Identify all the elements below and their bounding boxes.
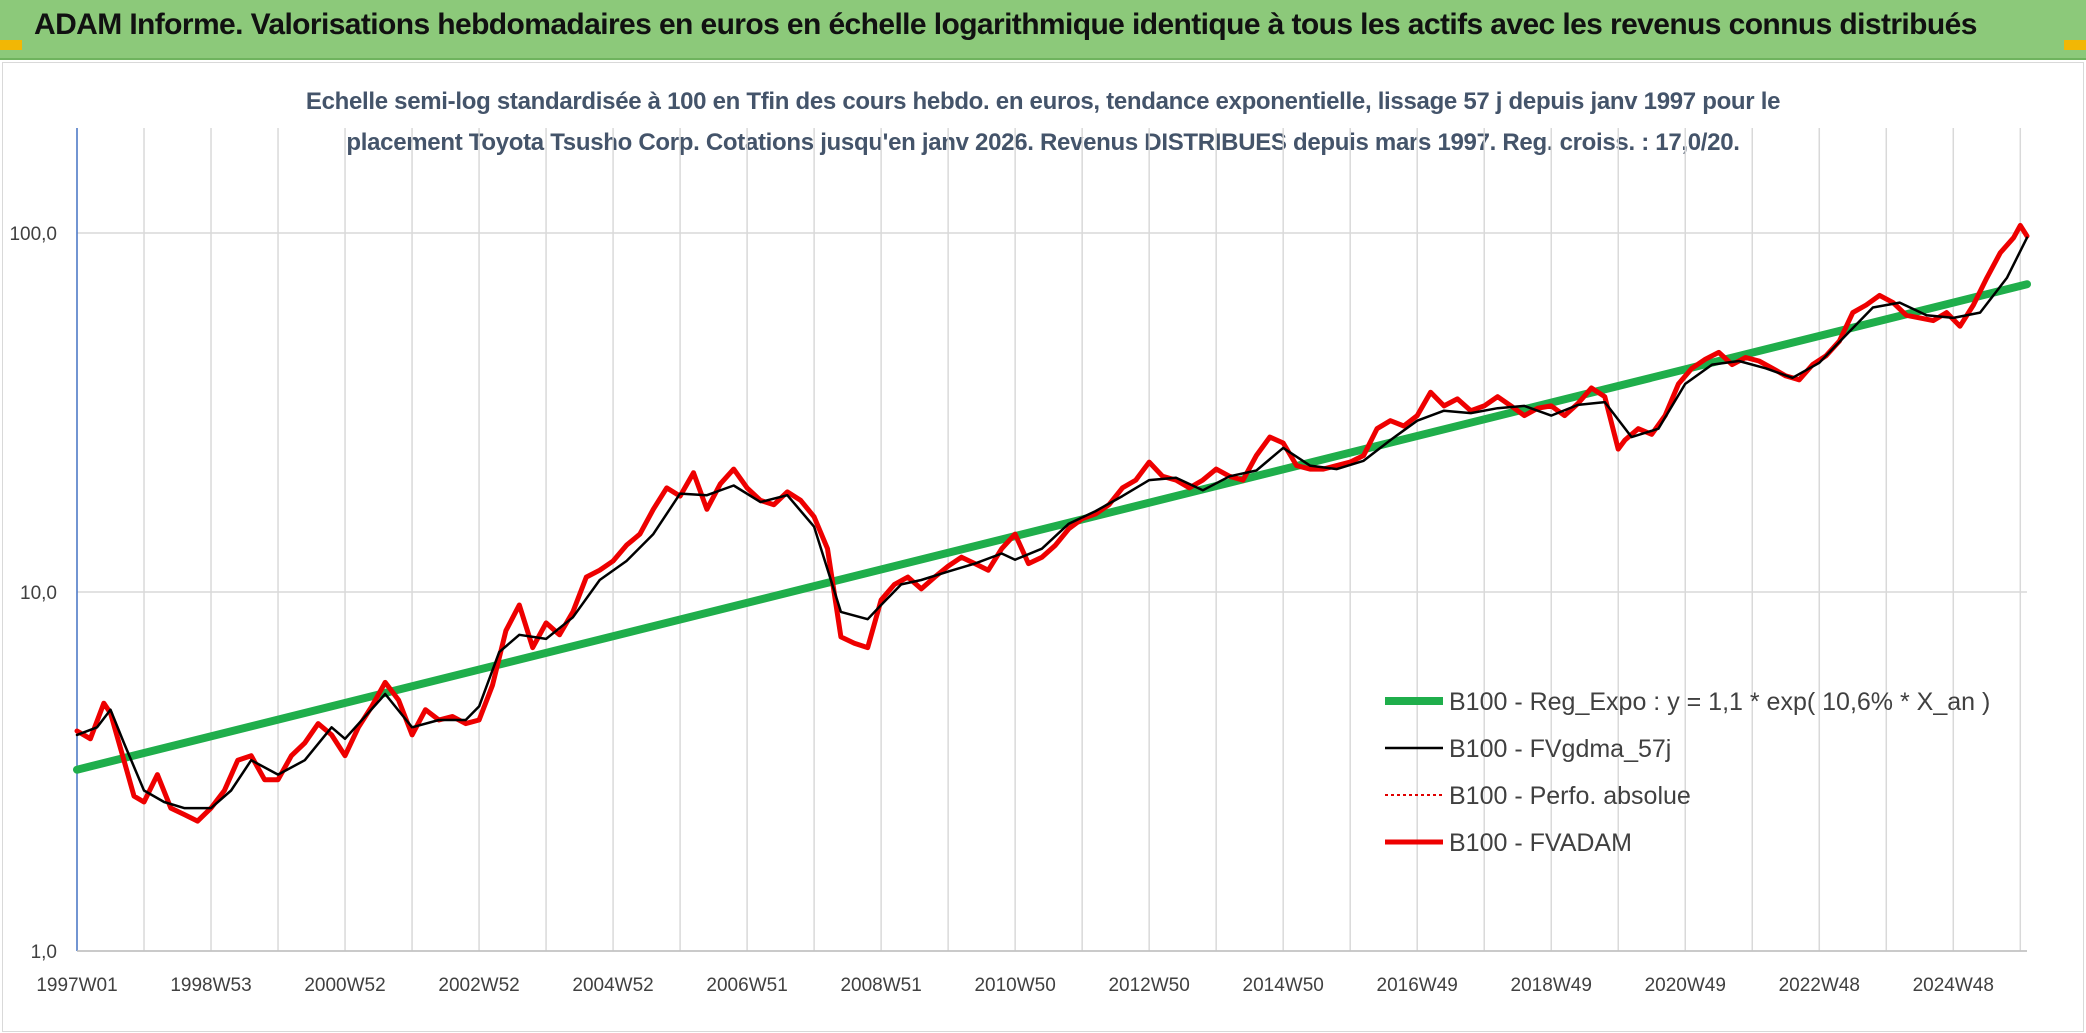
x-tick-label: 2018W49 bbox=[1511, 975, 1592, 996]
series-line-thick-red bbox=[74, 222, 2030, 824]
series-line-thin-black bbox=[75, 236, 2029, 810]
chart-subtitle-line-2: placement Toyota Tsusho Corp. Cotations … bbox=[346, 129, 1740, 156]
x-tick-label: 1998W53 bbox=[170, 975, 251, 996]
corner-marker-left bbox=[0, 40, 22, 50]
x-tick-label: 2006W51 bbox=[706, 975, 787, 996]
chart-legend: B100 - Reg_Expo : y = 1,1 * exp( 10,6% *… bbox=[1385, 688, 1990, 857]
x-tick-label: 2020W49 bbox=[1645, 975, 1726, 996]
series-line-thick-green bbox=[73, 280, 2031, 774]
y-tick-label: 100,0 bbox=[9, 224, 57, 245]
x-tick-label: 2012W50 bbox=[1108, 975, 1189, 996]
x-tick-label: 2016W49 bbox=[1377, 975, 1458, 996]
series-layer bbox=[73, 222, 2031, 824]
chart-frame bbox=[2, 62, 2084, 1032]
x-tick-label: 2000W52 bbox=[304, 975, 385, 996]
x-tick-label: 2002W52 bbox=[438, 975, 519, 996]
legend-label: B100 - Reg_Expo : y = 1,1 * exp( 10,6% *… bbox=[1449, 688, 1990, 716]
axis-layer: 1,0 10,0 100,0 1997W01 1998W53 2000W52 2002W52… bbox=[9, 128, 2027, 996]
legend-label: B100 - FVgdma_57j bbox=[1449, 735, 1671, 763]
x-tick-label: 2010W50 bbox=[974, 975, 1055, 996]
y-tick-label: 1,0 bbox=[31, 942, 57, 963]
report-header-bar: ADAM Informe. Valorisations hebdomadaire… bbox=[0, 0, 2086, 60]
x-tick-label: 2008W51 bbox=[840, 975, 921, 996]
x-tick-label: 2022W48 bbox=[1779, 975, 1860, 996]
y-tick-label: 10,0 bbox=[20, 583, 57, 604]
chart-subtitle-line-1: Echelle semi-log standardisée à 100 en T… bbox=[305, 88, 1781, 115]
report-title: ADAM Informe. Valorisations hebdomadaire… bbox=[34, 8, 1977, 41]
legend-label: B100 - FVADAM bbox=[1449, 829, 1632, 857]
legend-label: B100 - Perfo. absolue bbox=[1449, 782, 1691, 810]
x-tick-label: 2004W52 bbox=[572, 975, 653, 996]
corner-marker-right bbox=[2064, 40, 2086, 50]
x-tick-label: 2014W50 bbox=[1243, 975, 1324, 996]
x-tick-label: 1997W01 bbox=[36, 975, 117, 996]
grid-layer bbox=[77, 128, 2027, 952]
x-tick-label: 2024W48 bbox=[1913, 975, 1994, 996]
